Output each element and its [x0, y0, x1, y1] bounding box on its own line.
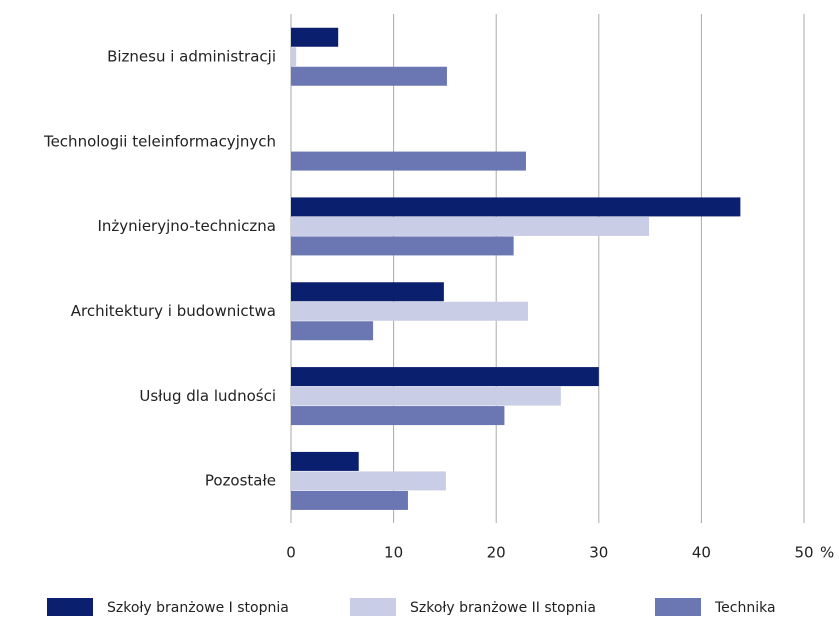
bar — [291, 321, 374, 341]
y-tick-label: Usług dla ludności — [139, 387, 276, 405]
y-tick-label: Pozostałe — [205, 472, 276, 490]
bar — [291, 197, 741, 217]
bar — [291, 406, 505, 426]
legend-swatch — [655, 598, 701, 616]
bar — [291, 151, 526, 171]
bar — [291, 282, 444, 302]
x-tick-label: 40 — [692, 544, 711, 562]
bar — [291, 367, 599, 387]
bar — [291, 236, 514, 256]
y-tick-label: Biznesu i administracji — [107, 48, 276, 66]
bar — [291, 386, 561, 406]
y-tick-label: Inżynieryjno-techniczna — [97, 217, 276, 235]
legend-swatch — [350, 598, 396, 616]
x-tick-label: 0 — [286, 544, 296, 562]
bar — [291, 451, 359, 471]
bar — [291, 47, 297, 67]
bar — [291, 301, 529, 321]
legend-label: Technika — [714, 600, 776, 616]
x-tick-label: 20 — [487, 544, 506, 562]
x-tick-label: 30 — [589, 544, 608, 562]
legend-swatch — [47, 598, 93, 616]
legend-label: Szkoły branżowe I stopnia — [107, 600, 289, 616]
x-tick-label: 50 — [794, 544, 813, 562]
x-tick-label: 10 — [384, 544, 403, 562]
bar — [291, 216, 650, 236]
x-unit: % — [820, 544, 834, 562]
legend-label: Szkoły branżowe II stopnia — [410, 600, 596, 616]
y-tick-label: Architektury i budownictwa — [71, 302, 276, 320]
bar — [291, 490, 408, 510]
y-tick-label: Technologii teleinformacyjnych — [43, 132, 276, 150]
bar — [291, 471, 446, 491]
bar — [291, 27, 339, 47]
bar — [291, 66, 447, 86]
